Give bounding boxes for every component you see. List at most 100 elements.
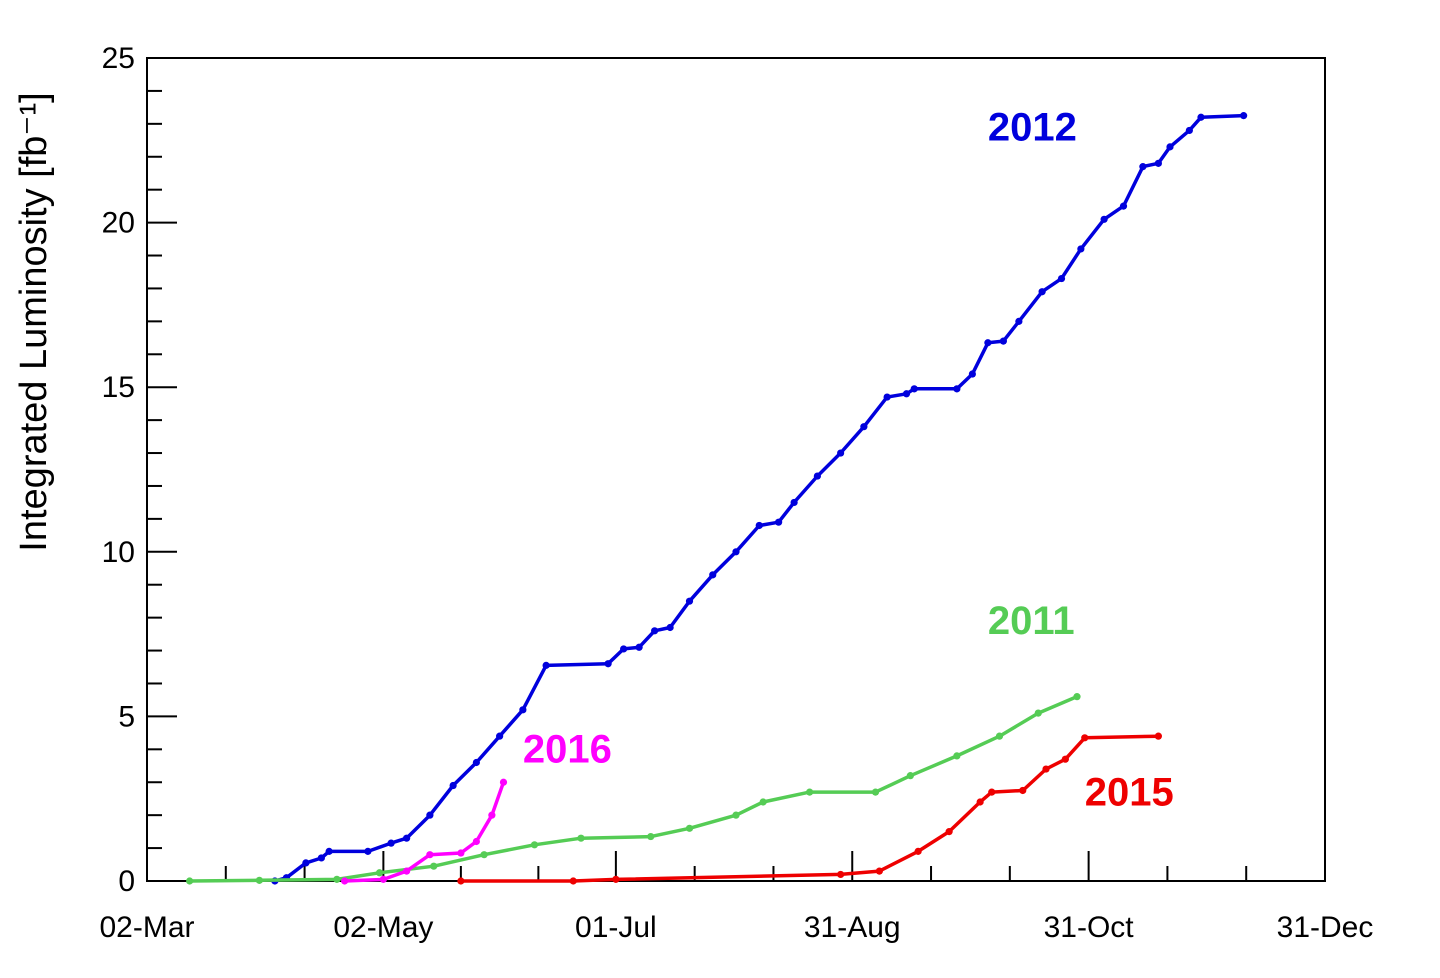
data-point-2012	[1057, 274, 1066, 283]
data-point-2011	[430, 862, 438, 870]
data-point-2012	[449, 781, 457, 790]
data-point-2011	[995, 732, 1004, 740]
data-point-2012	[1185, 126, 1193, 135]
data-point-2011	[871, 788, 880, 796]
data-point-2012	[542, 661, 550, 669]
data-point-2012	[364, 847, 372, 855]
data-point-2011	[186, 877, 194, 885]
data-point-2012	[902, 390, 911, 398]
data-point-2012	[910, 385, 918, 393]
data-point-2015	[1154, 732, 1162, 740]
series-2016	[341, 778, 508, 885]
data-point-2012	[883, 393, 891, 401]
x-axis-ticks: 02-Mar 02-May 01-Jul 31-Aug 31-Oct 31-Dec	[99, 851, 1373, 944]
data-point-2012	[775, 518, 783, 526]
data-point-2015	[612, 875, 620, 883]
data-point-2012	[1197, 113, 1205, 121]
data-point-2011	[1073, 693, 1081, 701]
data-point-2011	[685, 824, 694, 832]
data-point-2011	[806, 788, 814, 796]
x-tick-label: 31-Dec	[1277, 911, 1374, 944]
data-point-2012	[620, 645, 628, 653]
data-point-2011	[732, 811, 740, 819]
y-tick-label: 10	[102, 536, 135, 569]
data-point-2012	[403, 834, 411, 842]
data-point-2015	[988, 788, 996, 796]
y-tick-label: 25	[102, 42, 135, 75]
data-point-2012	[685, 597, 694, 605]
series-line-2015	[460, 734, 1159, 883]
annotation-layer: 2012 2011 2016 2015	[523, 105, 1174, 814]
data-point-2016	[499, 778, 508, 786]
series-line-2012	[274, 113, 1244, 883]
x-tick-label: 31-Oct	[1044, 911, 1135, 944]
data-point-2016	[426, 851, 434, 859]
data-point-2012	[790, 498, 798, 507]
data-point-2011	[647, 832, 655, 841]
data-point-2012	[472, 758, 480, 767]
series-label-2016: 2016	[523, 727, 612, 771]
data-point-2016	[488, 811, 496, 819]
data-point-2012	[709, 571, 717, 579]
data-point-2011	[906, 772, 914, 780]
data-point-2011	[953, 752, 961, 760]
y-tick-label: 15	[102, 371, 135, 404]
data-point-2012	[325, 847, 333, 855]
data-point-2015	[945, 828, 953, 836]
data-point-2011	[759, 798, 767, 806]
data-point-2012	[755, 521, 763, 530]
series-layer	[186, 112, 1248, 885]
data-point-2011	[530, 841, 539, 849]
series-line-2011	[189, 694, 1078, 883]
series-2011	[186, 693, 1081, 885]
data-point-2015	[569, 877, 577, 885]
data-point-2012	[1154, 159, 1162, 167]
data-point-2011	[1034, 709, 1042, 717]
data-point-2012	[1139, 163, 1147, 171]
data-point-2016	[379, 875, 387, 883]
data-point-2012	[984, 339, 992, 347]
data-point-2015	[1081, 734, 1089, 742]
data-point-2012	[604, 660, 612, 668]
series-label-2015: 2015	[1085, 770, 1174, 814]
data-point-2011	[577, 834, 585, 842]
data-point-2011	[480, 851, 488, 859]
data-point-2012	[1077, 245, 1085, 253]
data-point-2015	[976, 798, 984, 806]
data-point-2015	[1042, 765, 1050, 773]
x-tick-label: 01-Jul	[575, 911, 657, 944]
data-point-2012	[1100, 215, 1108, 223]
data-point-2016	[457, 849, 465, 857]
x-tick-label: 02-May	[333, 911, 433, 944]
series-label-2011: 2011	[988, 599, 1075, 643]
data-point-2015	[457, 877, 465, 885]
data-point-2012	[953, 385, 961, 393]
data-point-2012	[1119, 202, 1128, 210]
y-tick-label: 20	[102, 207, 135, 240]
data-point-2012	[317, 854, 325, 862]
data-point-2012	[999, 337, 1007, 345]
data-point-2016	[341, 877, 349, 885]
plot-frame	[146, 57, 1326, 882]
data-point-2015	[1019, 786, 1027, 795]
x-tick-label: 31-Aug	[804, 911, 901, 944]
data-point-2012	[1166, 143, 1174, 151]
series-line-2016	[344, 781, 506, 883]
data-point-2012	[860, 423, 868, 431]
data-point-2016	[472, 837, 480, 846]
y-axis-label: Integrated Luminosity [fb⁻¹]	[13, 92, 55, 551]
data-point-2011	[375, 869, 384, 877]
y-tick-label: 5	[118, 700, 135, 733]
data-point-2012	[387, 839, 395, 847]
data-point-2012	[302, 859, 310, 867]
data-point-2015	[914, 847, 922, 855]
y-axis-ticks: 0 5 10 15 20 25	[102, 42, 177, 898]
data-point-2012	[651, 627, 659, 635]
data-point-2012	[968, 370, 976, 378]
data-point-2012	[666, 623, 674, 632]
series-2012	[271, 112, 1248, 885]
data-point-2012	[732, 548, 740, 556]
data-point-2011	[333, 875, 341, 883]
data-point-2015	[1061, 755, 1069, 763]
